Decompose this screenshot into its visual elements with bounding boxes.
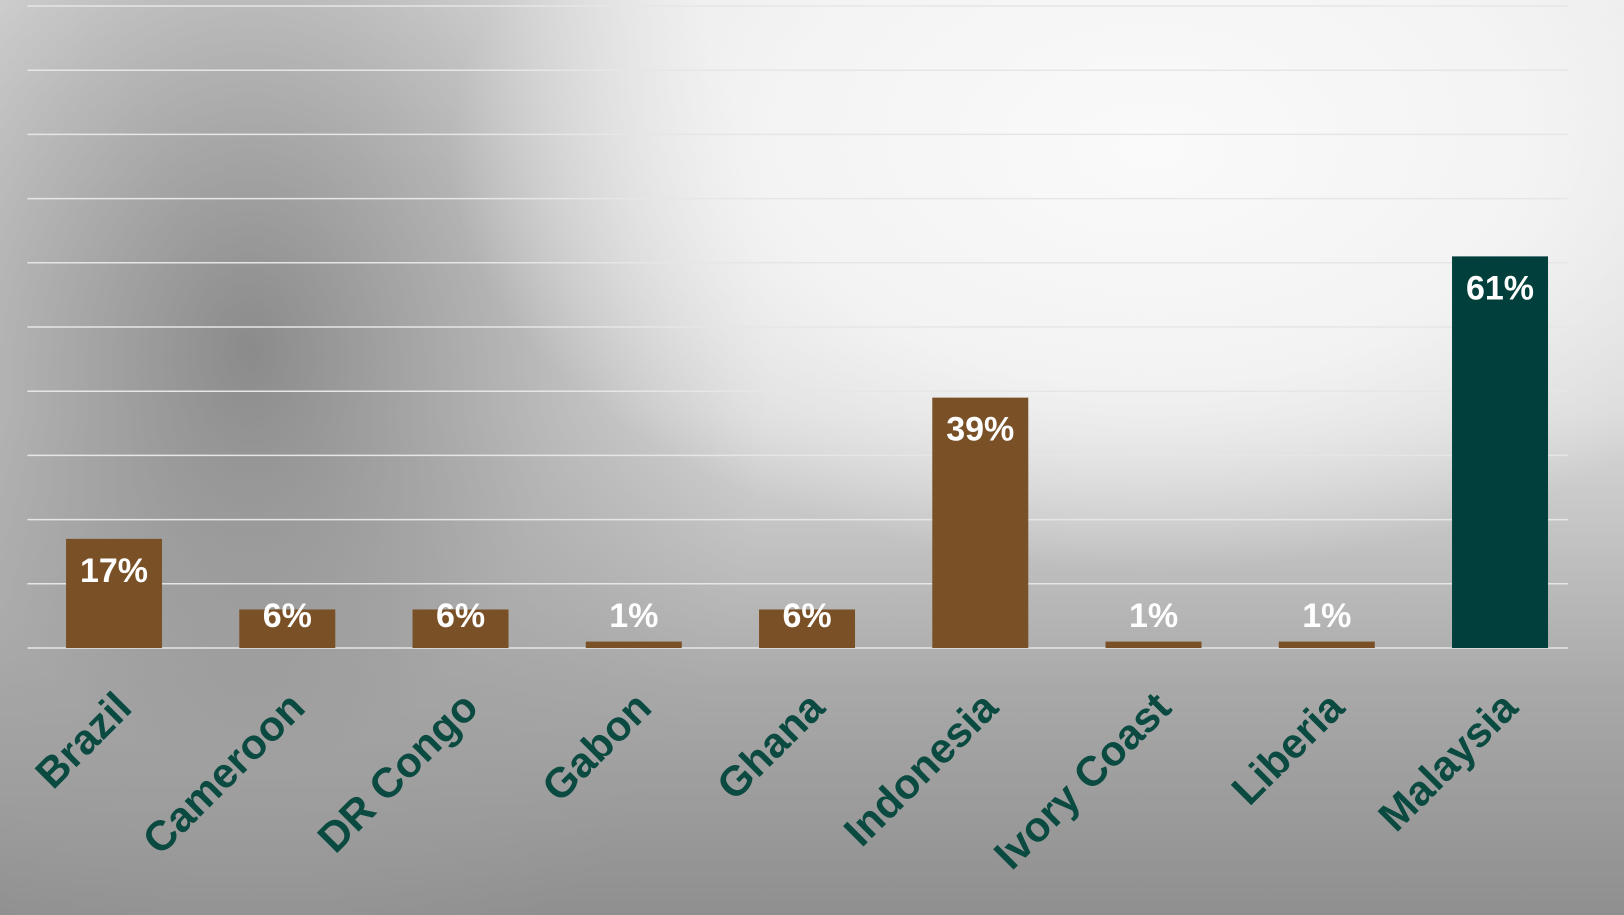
bar [759,609,856,648]
bar [932,397,1029,648]
x-tick-label: Ivory Coast [985,683,1180,878]
x-tick-label: Ghana [708,683,834,809]
bar [66,538,163,648]
value-label: 1% [1302,597,1351,635]
value-label: 6% [263,597,312,635]
value-label: 1% [609,597,658,635]
x-tick-label: Indonesia [835,683,1007,855]
value-label: 17% [80,552,148,590]
x-tick-label: Brazil [26,683,140,797]
value-label: 61% [1466,269,1534,307]
x-tick-label: Malaysia [1369,683,1527,841]
bar [412,609,509,648]
bar [239,609,336,648]
bar [1278,641,1375,648]
value-label: 6% [782,597,831,635]
x-tick-label: Liberia [1222,683,1353,814]
bar [1105,641,1202,648]
value-label: 1% [1129,597,1178,635]
value-label: 6% [436,597,485,635]
bar [585,641,682,648]
value-label: 39% [946,411,1014,449]
x-tick-label: DR Congo [308,683,486,861]
x-tick-label: Cameroon [133,683,313,863]
x-tick-label: Gabon [533,683,660,810]
bar [1452,256,1549,648]
